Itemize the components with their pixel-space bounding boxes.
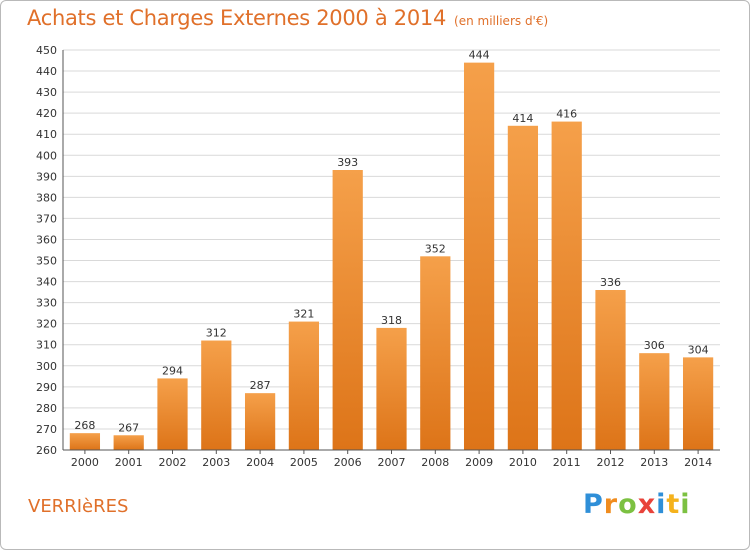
bar-value-label: 321 <box>293 308 314 321</box>
x-tick-label: 2009 <box>465 456 493 469</box>
bar-value-label: 416 <box>556 108 577 121</box>
x-tick-label: 2000 <box>71 456 99 469</box>
logo-letter: P <box>583 489 604 520</box>
bar-value-label: 268 <box>74 419 95 432</box>
logo-letter: i <box>680 489 691 520</box>
bar-value-label: 318 <box>381 314 402 327</box>
x-tick-label: 2002 <box>159 456 187 469</box>
y-tick-label: 400 <box>36 149 57 162</box>
bar-value-label: 304 <box>688 343 709 356</box>
x-tick-label: 2001 <box>115 456 143 469</box>
y-tick-label: 420 <box>36 107 57 120</box>
bar-value-label: 312 <box>206 327 227 340</box>
x-tick-label: 2011 <box>553 456 581 469</box>
logo-letter: r <box>603 489 619 520</box>
bar <box>376 327 407 450</box>
x-tick-label: 2010 <box>509 456 537 469</box>
logo-letter: o <box>618 489 638 520</box>
y-tick-label: 350 <box>36 255 57 268</box>
bars: 268 267 294 312 287 321 393 318 352 444 414 416 336 3… <box>69 49 714 450</box>
y-tick-label: 290 <box>36 381 57 394</box>
y-tick-label: 440 <box>36 65 57 78</box>
bar <box>244 393 276 450</box>
bar <box>157 378 188 450</box>
bar-value-label: 414 <box>512 112 533 125</box>
y-tick-label: 300 <box>36 360 57 373</box>
bar <box>332 170 363 450</box>
y-tick-label: 260 <box>36 444 57 457</box>
axes <box>62 50 720 451</box>
x-tick-label: 2005 <box>290 456 318 469</box>
bar-value-label: 267 <box>118 421 139 434</box>
y-tick-label: 370 <box>36 212 57 225</box>
bar <box>507 125 539 450</box>
x-tick-label: 2003 <box>202 456 230 469</box>
bar <box>639 353 670 450</box>
y-tick-label: 270 <box>36 423 57 436</box>
bar <box>288 321 320 450</box>
proxiti-logo[interactable]: Proxiti <box>583 489 691 520</box>
chart-title-text: Achats et Charges Externes 2000 à 2014 <box>27 6 447 30</box>
chart-title: Achats et Charges Externes 2000 à 2014 (e… <box>27 6 548 30</box>
logo-letter: x <box>637 489 657 520</box>
x-axis-tick-labels: 2000 2001 2002 2003 2004 2005 2006 2007 2008 2009… <box>71 450 712 469</box>
x-tick-label: 2006 <box>334 456 362 469</box>
bar <box>551 121 582 450</box>
bar-value-label: 444 <box>469 49 490 62</box>
y-tick-label: 320 <box>36 318 57 331</box>
bar <box>463 62 495 450</box>
x-tick-label: 2012 <box>597 456 625 469</box>
chart-subtitle: (en milliers d'€) <box>454 14 549 28</box>
bar <box>682 357 714 450</box>
logo-letter: t <box>666 489 681 520</box>
bar-value-label: 352 <box>425 242 446 255</box>
y-tick-label: 360 <box>36 233 57 246</box>
y-tick-label: 450 <box>36 44 57 57</box>
y-tick-label: 330 <box>36 297 57 310</box>
bar <box>69 433 101 450</box>
bar-value-label: 336 <box>600 276 621 289</box>
y-tick-label: 380 <box>36 191 57 204</box>
y-axis-tick-labels: 260 270 280 290 300 310 320 330 340 350 360 370 380 3… <box>36 44 57 457</box>
y-tick-label: 310 <box>36 339 57 352</box>
bar-value-label: 294 <box>162 364 183 377</box>
logo-letter: i <box>656 489 667 520</box>
x-tick-label: 2004 <box>246 456 274 469</box>
x-tick-label: 2008 <box>421 456 449 469</box>
bar <box>201 340 232 450</box>
bar <box>595 290 626 450</box>
bar <box>420 256 451 450</box>
x-tick-label: 2013 <box>640 456 668 469</box>
y-tick-label: 390 <box>36 170 57 183</box>
bar-value-label: 287 <box>250 379 271 392</box>
x-tick-label: 2014 <box>684 456 712 469</box>
bar <box>113 435 144 450</box>
y-tick-label: 340 <box>36 276 57 289</box>
y-tick-label: 410 <box>36 128 57 141</box>
x-tick-label: 2007 <box>378 456 406 469</box>
place-name: VERRIèRES <box>28 496 129 517</box>
bar-value-label: 306 <box>644 339 665 352</box>
y-tick-label: 280 <box>36 402 57 415</box>
bar-value-label: 393 <box>337 156 358 169</box>
y-tick-label: 430 <box>36 86 57 99</box>
